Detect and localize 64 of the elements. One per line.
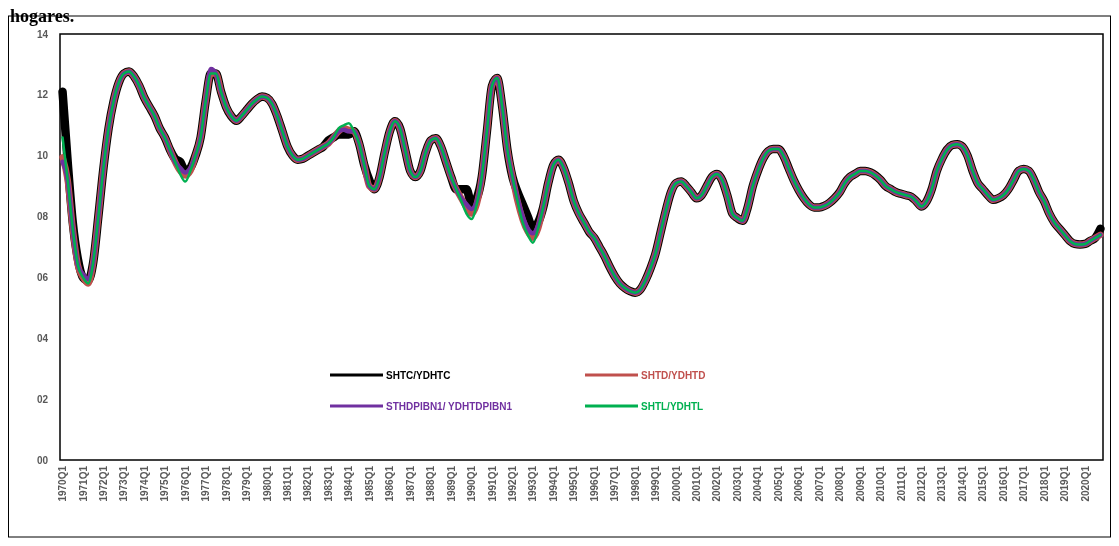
x-tick-label: 1973Q1: [118, 465, 130, 502]
x-tick-label: 1996Q1: [588, 465, 600, 502]
x-tick-label: 1984Q1: [343, 465, 355, 502]
x-tick-label: 2010Q1: [875, 465, 887, 502]
x-tick-label: 1974Q1: [138, 465, 150, 502]
x-tick-label: 1975Q1: [159, 465, 171, 502]
x-tick-label: 1985Q1: [363, 465, 375, 502]
x-tick-label: 2004Q1: [752, 465, 764, 502]
x-tick-label: 2008Q1: [834, 465, 846, 502]
y-tick-label: 12: [36, 89, 49, 101]
x-tick-label: 2012Q1: [916, 465, 927, 502]
y-tick-label: 02: [36, 393, 49, 405]
y-tick-label: 00: [36, 454, 49, 466]
x-tick-label: 2009Q1: [854, 465, 866, 502]
x-tick-label: 1997Q1: [609, 465, 621, 502]
x-tick-label: 1971Q1: [77, 465, 89, 502]
x-tick-label: 2015Q1: [977, 465, 989, 502]
x-tick-label: 1987Q1: [404, 465, 416, 502]
x-tick-label: 2007Q1: [813, 465, 825, 502]
text: STHDPIBN1/ YDHTDPIBN1: [386, 400, 513, 412]
x-tick-label: 1988Q1: [425, 465, 437, 502]
x-tick-label: 1972Q1: [97, 465, 109, 502]
x-tick-label: 1979Q1: [241, 465, 253, 502]
x-tick-label: 1980Q1: [261, 465, 273, 502]
text: SHTL/YDHTL: [641, 400, 704, 412]
x-tick-label: 2006Q1: [793, 465, 805, 502]
x-tick-label: 2017Q1: [1018, 465, 1030, 502]
chart-title: hogares.: [10, 6, 75, 26]
y-tick-label: 04: [36, 332, 49, 344]
x-tick-label: 1995Q1: [568, 465, 580, 502]
x-tick-label: 2005Q1: [772, 465, 784, 502]
x-tick-label: 1982Q1: [302, 465, 314, 502]
x-tick-label: 2013Q1: [936, 465, 948, 502]
x-tick-label: 1990Q1: [466, 465, 478, 502]
x-tick-label: 1970Q1: [57, 465, 69, 502]
x-tick-label: 2000Q1: [670, 465, 682, 502]
x-tick-label: 1986Q1: [384, 465, 396, 502]
x-tick-label: 2002Q1: [711, 465, 723, 502]
x-tick-label: 1981Q1: [282, 465, 294, 502]
x-tick-label: 1992Q1: [506, 465, 518, 502]
x-tick-label: 2019Q1: [1059, 465, 1071, 502]
y-tick-label: 10: [36, 150, 49, 162]
x-tick-label: 2011Q1: [895, 465, 907, 502]
y-tick-label: 14: [36, 28, 49, 40]
x-tick-label: 1978Q1: [220, 465, 232, 502]
x-tick-label: 2016Q1: [997, 465, 1009, 502]
x-tick-label: 1983Q1: [322, 465, 334, 502]
x-tick-label: 1999Q1: [650, 465, 662, 502]
x-tick-label: 2014Q1: [956, 465, 968, 502]
x-tick-label: 1976Q1: [179, 465, 191, 502]
x-tick-label: 2001Q1: [691, 465, 703, 502]
x-tick-label: 1998Q1: [629, 465, 641, 502]
x-tick-label: 1993Q1: [527, 465, 539, 502]
y-tick-label: 06: [36, 271, 49, 283]
x-tick-label: 2003Q1: [731, 465, 743, 502]
x-tick-label: 1991Q1: [486, 465, 498, 502]
text: SHTD/YDHTD: [641, 369, 706, 381]
x-tick-label: 1977Q1: [200, 465, 212, 502]
y-tick-label: 08: [36, 211, 49, 223]
x-tick-label: 2020Q1: [1079, 465, 1091, 502]
x-tick-label: 2018Q1: [1038, 465, 1050, 502]
x-tick-label: 1994Q1: [547, 465, 559, 502]
x-tick-label: 1989Q1: [445, 465, 457, 502]
text: SHTC/YDHTC: [386, 369, 451, 381]
